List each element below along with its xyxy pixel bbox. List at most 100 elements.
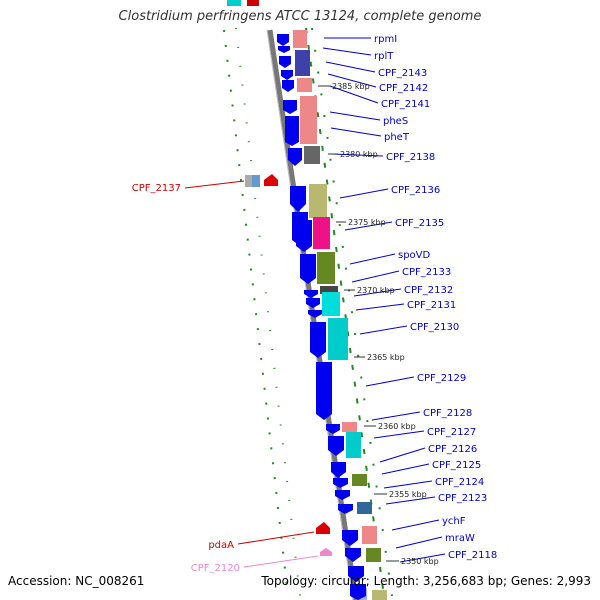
gene-label: CPF_2127: [427, 427, 476, 438]
gene-block: [342, 422, 357, 432]
gene-label: pdaA: [208, 540, 234, 551]
gene-label-leader: [344, 221, 393, 231]
gene-block: [252, 175, 260, 187]
gene-label: CPF_2136: [391, 185, 440, 196]
gene-block: [320, 286, 338, 294]
gene-arrow: [277, 34, 289, 46]
gene-arrow: [335, 490, 350, 500]
gene-label-leader: [237, 531, 315, 545]
gene-block: [357, 502, 372, 514]
gene-arrow: [316, 522, 330, 534]
gene-arrow: [278, 46, 290, 53]
gene-label: CPF_2135: [395, 218, 444, 229]
gene-label: CPF_2142: [379, 83, 428, 94]
tick-label: 2370 kbp: [357, 286, 395, 295]
gene-label: CPF_2131: [407, 300, 456, 311]
gene-arrow: [308, 310, 322, 318]
gene-label: mraW: [445, 533, 475, 544]
reverse-genes: [264, 174, 332, 556]
gene-arrow: [338, 504, 353, 514]
gene-label-leader: [373, 430, 425, 439]
gene-block: [300, 96, 317, 144]
tick-label: 2355 kbp: [389, 490, 427, 499]
gene-block: [313, 217, 330, 249]
gene-arrow: [264, 174, 278, 186]
gene-label-leader: [359, 325, 408, 335]
gene-label-leader: [385, 496, 436, 505]
gene-label: CPF_2137: [132, 183, 181, 194]
gene-block: [322, 292, 340, 316]
gene-label-leader: [371, 411, 421, 421]
genome-stats: Topology: circular; Length: 3,256,683 bp…: [261, 574, 591, 588]
gene-label: rpmI: [374, 34, 397, 45]
gene-arrow: [300, 254, 316, 284]
gene-label: CPF_2120: [191, 563, 240, 574]
genes-label: Genes: 2,993: [510, 574, 591, 588]
gene-label: CPF_2124: [435, 477, 484, 488]
gene-label: CPF_2143: [378, 68, 427, 79]
gene-label: CPF_2118: [448, 550, 497, 561]
tick-group: 2385 kbp 2380 kbp 2375 kbp 2370 kbp 2365 kbp…: [318, 82, 439, 566]
gene-arrow: [342, 530, 358, 546]
gene-label: CPF_2132: [404, 285, 453, 296]
tick-label: 2375 kbp: [348, 218, 386, 227]
gene-label-leader: [355, 303, 405, 311]
gene-label-leader: [395, 536, 443, 549]
gene-label-leader: [349, 253, 396, 265]
gene-label: CPF_2141: [381, 99, 430, 110]
gene-label-leader: [381, 463, 430, 475]
gene-arrow: [348, 566, 364, 582]
gene-label: CPF_2130: [410, 322, 459, 333]
gene-block: [247, 0, 259, 6]
gene-label-leader: [330, 127, 382, 137]
gene-block: [295, 50, 310, 76]
left-label-group: CPF_2137 pdaA CPF_2120: [132, 183, 240, 574]
gene-label-leader: [243, 555, 319, 568]
gene-label: CPF_2123: [438, 493, 487, 504]
gene-label: CPF_2133: [402, 267, 451, 278]
gene-label-leader: [325, 61, 376, 73]
gene-arrow: [345, 548, 361, 562]
gene-label-leader: [329, 111, 381, 121]
gene-arrow: [296, 220, 312, 252]
gene-label: CPF_2138: [386, 152, 435, 163]
gene-label-leader: [339, 188, 389, 199]
forward-genes: [277, 34, 366, 600]
gene-arrow: [281, 70, 293, 80]
gene-label-leader: [327, 73, 377, 88]
gene-arrow: [283, 100, 297, 114]
gene-label-leader: [184, 180, 245, 189]
gene-arrow: [316, 362, 332, 420]
gene-label: CPF_2126: [428, 444, 477, 455]
gene-block: [372, 590, 387, 600]
gene-block: [297, 78, 312, 92]
tick-label: 2365 kbp: [367, 353, 405, 362]
gene-block: [362, 526, 377, 544]
gc-track-left: [223, 27, 301, 597]
gene-block: [328, 318, 348, 360]
gene-blocks: [227, 0, 387, 600]
gene-label-leader: [365, 376, 415, 387]
gene-label-leader: [353, 288, 402, 297]
gene-label: pheT: [384, 132, 410, 143]
left-leaders: [184, 180, 319, 568]
gene-label-leader: [322, 47, 372, 56]
gene-block: [309, 184, 327, 218]
gene-block: [366, 548, 381, 562]
gene-arrow: [320, 548, 332, 556]
gene-arrow: [306, 298, 320, 308]
tick-label: 2380 kbp: [340, 150, 378, 159]
gene-arrow: [310, 322, 326, 358]
gene-block: [352, 474, 367, 486]
gene-block: [317, 252, 335, 284]
map-title: Clostridium perfringens ATCC 13124, comp…: [118, 9, 482, 24]
gene-block: [304, 146, 320, 164]
gene-arrow: [290, 186, 306, 212]
right-label-group: rpmI rplT CPF_2143 CPF_2142 CPF_2141 pheS pheT…: [374, 34, 497, 561]
gene-label: CPF_2125: [432, 460, 481, 471]
gene-arrow: [350, 584, 366, 600]
gene-label: rplT: [374, 51, 394, 62]
accession-label: Accession: NC_008261: [8, 574, 145, 588]
gene-block: [346, 432, 361, 458]
tick-label: 2360 kbp: [378, 422, 416, 431]
